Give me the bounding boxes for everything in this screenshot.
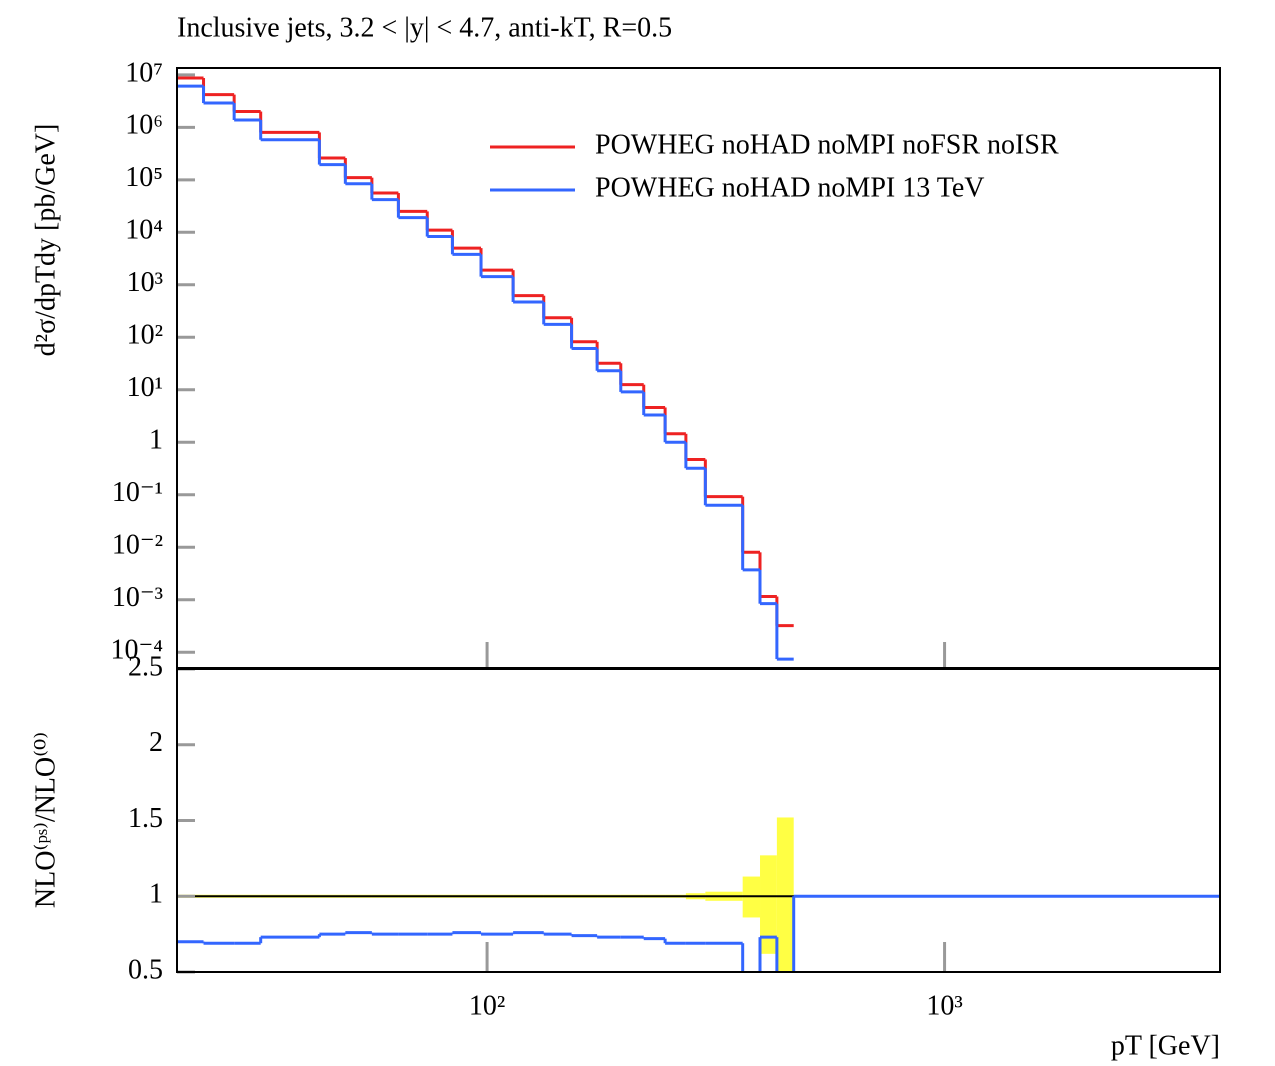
y-tick-label: 10⁻² <box>112 530 163 561</box>
x-axis-label: pT [GeV] <box>1111 1030 1220 1061</box>
uncertainty-band <box>776 817 794 972</box>
x-tick-label: 10² <box>469 990 505 1021</box>
uncertainty-band <box>760 855 777 954</box>
y-tick-label: 1 <box>149 425 163 456</box>
y-tick-label: 2.5 <box>128 651 163 682</box>
y-tick-label: 10² <box>127 320 163 351</box>
chart-title: Inclusive jets, 3.2 < |y| < 4.7, anti-kT… <box>177 12 672 43</box>
y-tick-label: 2 <box>149 727 163 758</box>
y-tick-label: 0.5 <box>128 954 163 985</box>
y-tick-label: 1 <box>149 879 163 910</box>
y-tick-label: 10⁴ <box>125 215 163 246</box>
y-tick-label: 10⁷ <box>125 57 163 88</box>
y-tick-label: 10⁻⁴ <box>110 635 163 666</box>
top-plot <box>177 76 794 661</box>
y-tick-label: 10⁶ <box>125 110 163 141</box>
legend-label: POWHEG noHAD noMPI 13 TeV <box>595 172 985 203</box>
y-tick-label: 10¹ <box>127 372 163 403</box>
y-tick-label: 10³ <box>127 267 163 298</box>
y-tick-label: 10⁻¹ <box>112 477 163 508</box>
y-axis-label: NLO⁽ᵖˢ⁾/NLO⁽⁰⁾ <box>30 732 61 908</box>
y-tick-label: 10⁵ <box>125 162 163 193</box>
y-tick-label: 10⁻³ <box>112 582 163 613</box>
frame <box>176 668 1221 973</box>
ratio-plot <box>177 817 1220 973</box>
x-tick-label: 10³ <box>926 990 962 1021</box>
y-axis-label: d²σ/dpTdy [pb/GeV] <box>30 124 61 357</box>
legend-label: POWHEG noHAD noMPI noFSR noISR <box>595 129 1059 160</box>
axes: 10⁷ 10⁶ 10⁵ 10⁴ 10³ 10² 10¹ 1 10⁻¹ 10⁻² 10⁻³ 10⁻⁴ 0.… <box>110 57 1221 1021</box>
y-tick-label: 1.5 <box>128 803 163 834</box>
